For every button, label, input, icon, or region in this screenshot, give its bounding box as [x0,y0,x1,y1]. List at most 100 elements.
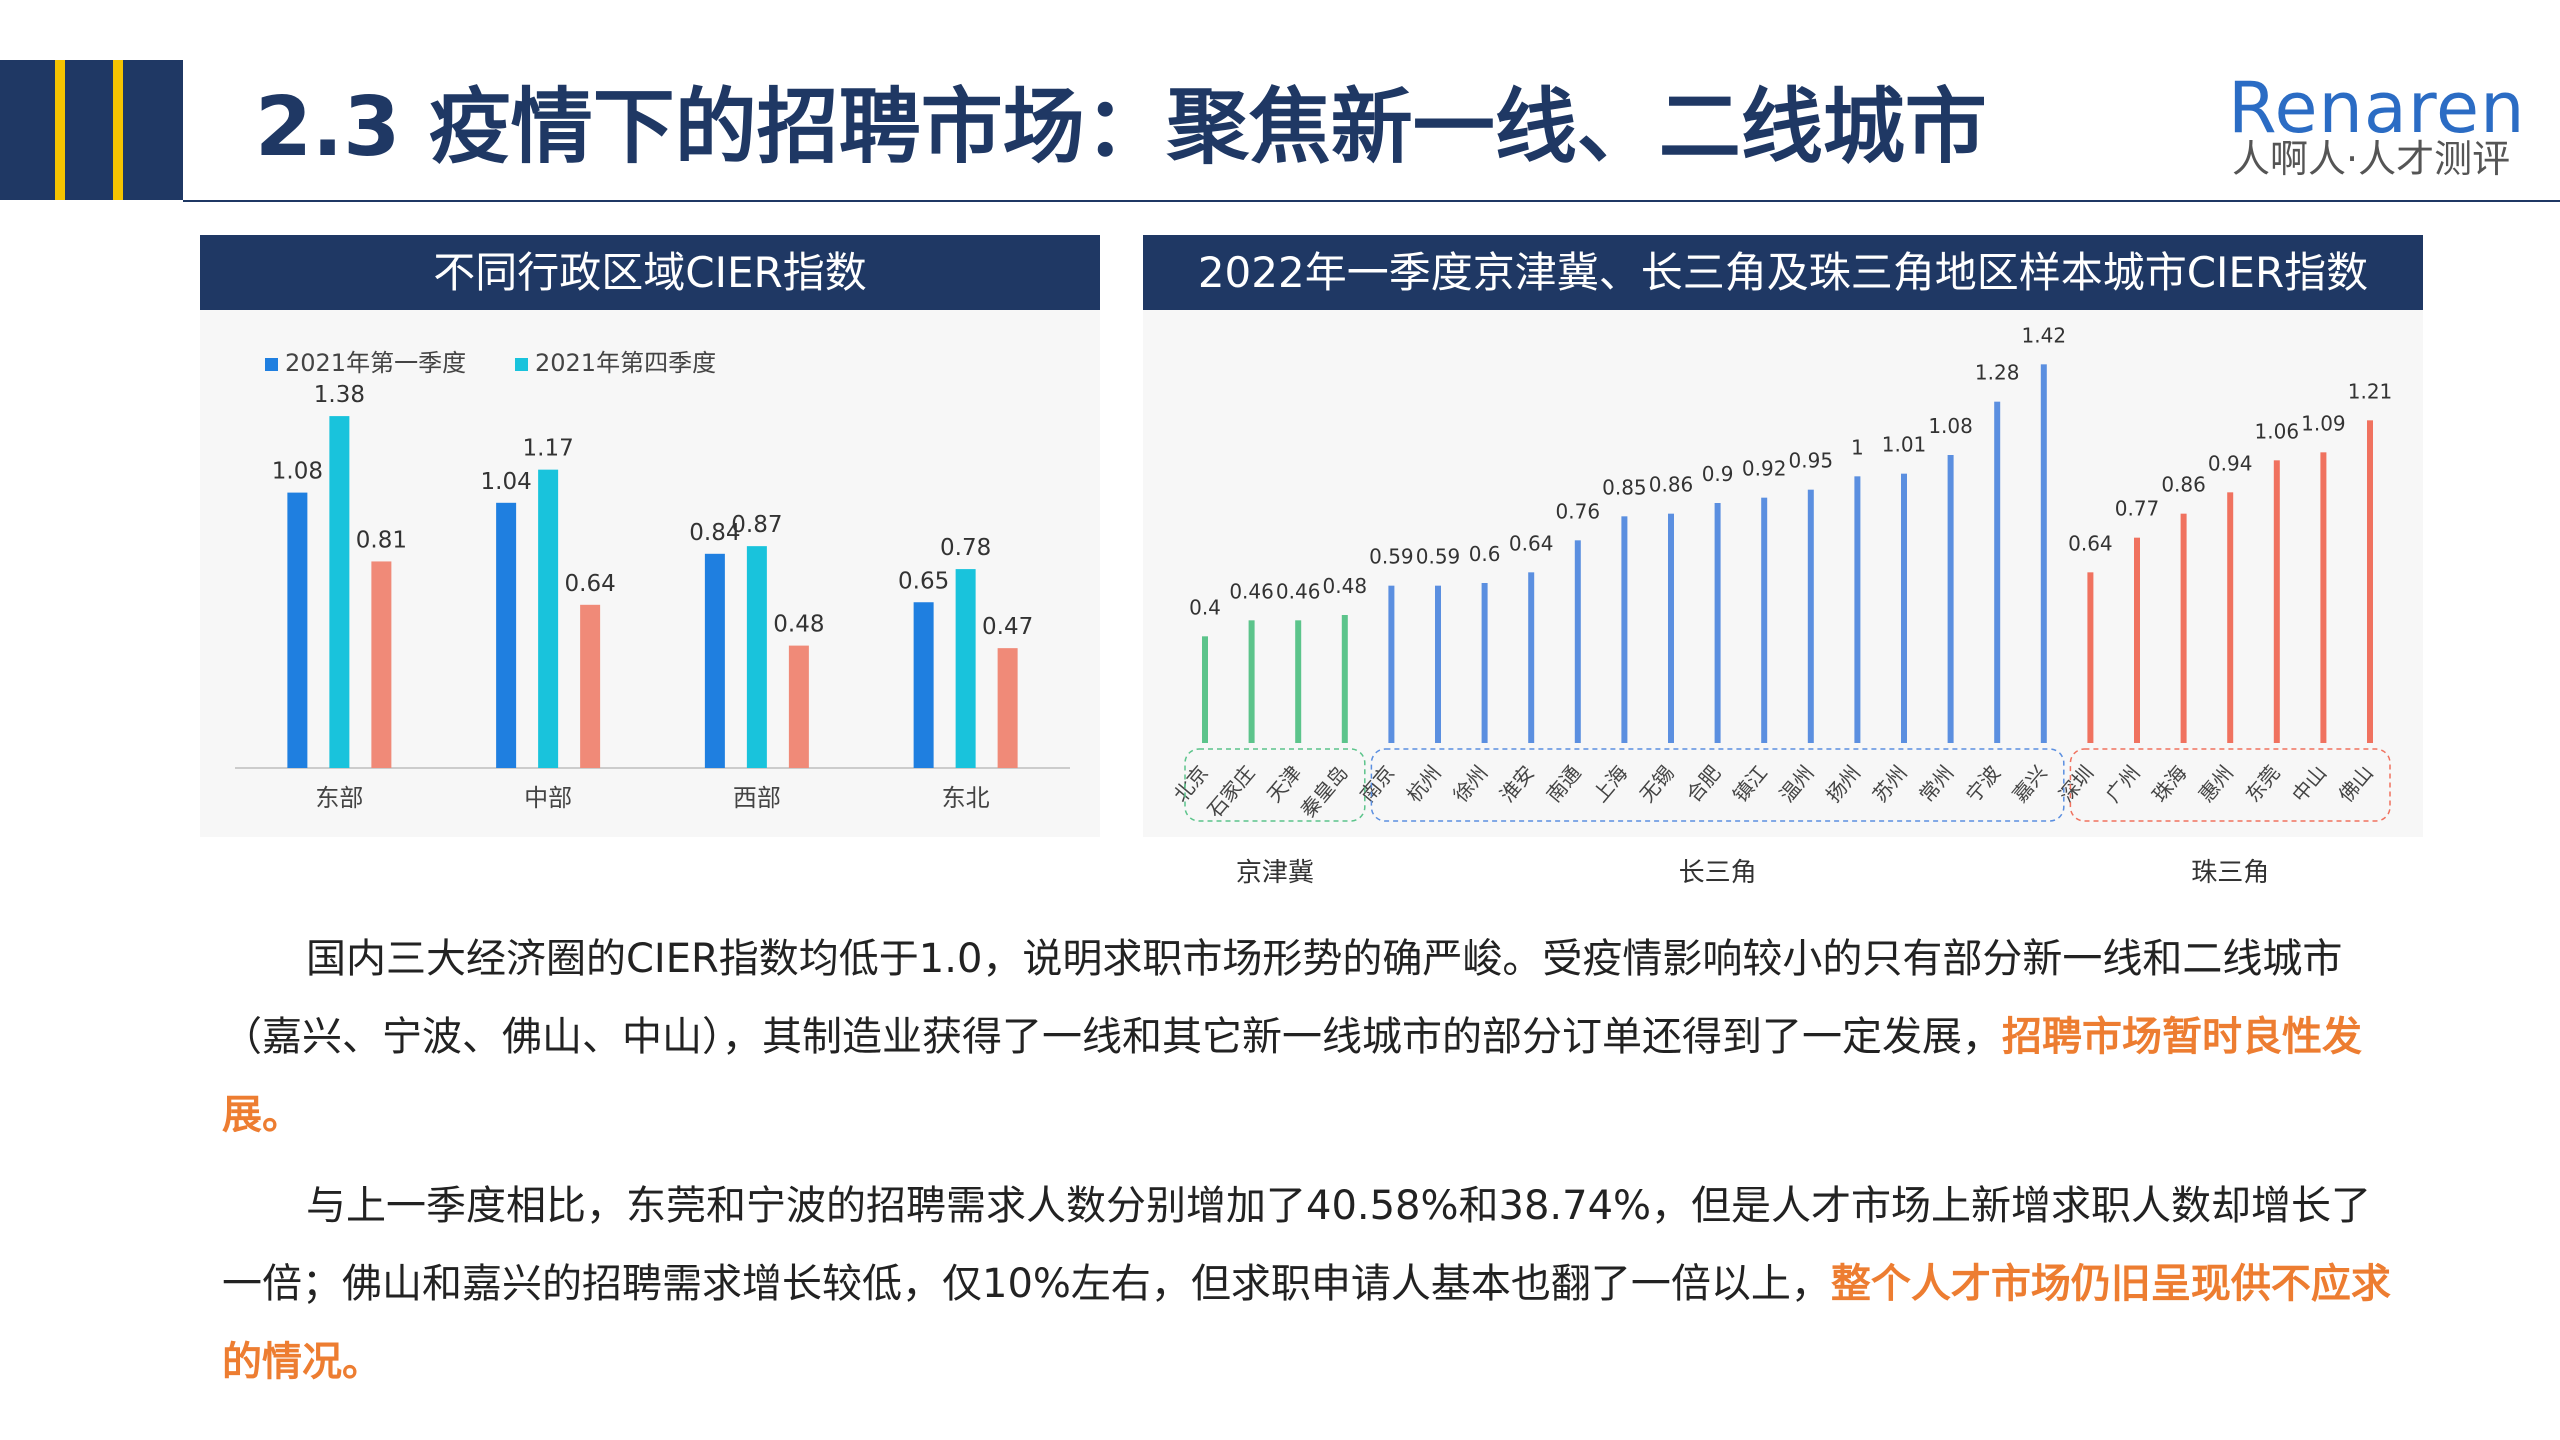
bar [1574,540,1581,743]
bar [2320,452,2327,743]
bar [2087,572,2094,743]
bar [1435,585,1441,743]
bar [1202,636,1208,743]
bar-value-label: 0.48 [773,612,824,638]
bar [1947,455,1954,743]
x-tick-label: 北京 [1169,761,1213,807]
x-tick-label: 石家庄 [1202,761,1259,822]
x-tick-label: 东北 [942,784,990,812]
legend-label: 2021年第四季度 [535,349,716,377]
paragraph-1-text: 国内三大经济圈的CIER指数均低于1.0，说明求职市场形势的确严峻。受疫情影响较… [222,936,2343,1060]
bar [1994,401,2001,743]
regional-chart: 2021年第一季度 2021年第四季度 1.08 1.38 0.81 东部 1.04 1.17… [235,349,1070,812]
yellow-stripe [113,60,123,200]
bar [1481,583,1488,743]
city-chart-panel [1143,235,2423,837]
bar-value-label: 0.59 [1369,545,1414,569]
bar [1295,620,1302,743]
x-tick-label: 无锡 [1635,761,1679,807]
bar-value-label: 0.65 [898,568,949,594]
bar-value-label: 1.28 [1975,361,2020,385]
bar [1248,620,1255,743]
bar [1761,497,1768,743]
bar [913,602,934,768]
bar-value-label: 1.08 [272,459,323,485]
group-bracket [1370,748,2065,822]
bar-value-label: 0.81 [356,527,407,553]
x-tick-label: 温州 [1775,761,1819,807]
bar [2273,460,2280,743]
bar [704,553,725,768]
bar [1714,503,1721,743]
x-tick-label: 东部 [315,784,363,812]
bar-value-label: 0.64 [2068,531,2113,555]
bar [2134,537,2140,743]
bar [496,502,517,768]
logo-subtitle: 人啊人·人才测评 [2232,137,2511,181]
bar-value-label: 1.01 [1882,433,1927,457]
bar-value-label: 0.86 [2161,473,2206,497]
bar [538,469,559,768]
bar [1621,516,1628,743]
bar-value-label: 0.76 [1556,499,1601,523]
x-tick-label: 珠海 [2147,761,2191,807]
paragraph-1-highlight: 招聘市场暂时良性发展。 [222,1014,2362,1138]
x-tick-label: 佛山 [2334,761,2378,807]
bar-value-label: 0.87 [731,512,782,538]
x-tick-label: 中部 [524,784,572,812]
x-tick-label: 常州 [1914,761,1958,807]
bar [2180,513,2187,743]
x-tick-label: 广州 [2101,761,2145,807]
bar-value-label: 0.92 [1742,457,1787,481]
bar-value-label: 1.38 [314,382,365,408]
x-tick-label: 南京 [1355,761,1399,807]
bar [1807,489,1814,743]
legend-swatch [515,358,528,371]
x-tick-label: 上海 [1588,761,1632,807]
x-tick-label: 西部 [733,784,781,812]
bar-value-label: 0.59 [1416,545,1461,569]
group-label: 珠三角 [2191,858,2269,888]
bar-value-label: 1.04 [481,469,532,495]
bar-value-label: 1.21 [2348,379,2393,403]
bar [1901,473,1907,743]
x-tick-label: 宁波 [1961,761,2005,807]
title-bar [183,60,2560,202]
paragraph-2-highlight: 整个人才市场仍旧呈现供不应求的情况。 [222,1261,2391,1385]
bar-value-label: 1.17 [523,436,574,462]
x-tick-label: 中山 [2287,761,2331,807]
bar-value-label: 0.84 [689,520,740,546]
bar [580,604,601,768]
bar [287,492,308,768]
bar-value-label: 0.48 [1323,574,1368,598]
bar [2227,492,2234,743]
bar [1341,615,1348,743]
bar-value-label: 0.77 [2115,497,2160,521]
logo-text: Renaren [2228,67,2526,149]
bar-value-label: 1 [1851,435,1864,459]
legend-label: 2021年第一季度 [285,349,466,377]
bar [746,546,767,768]
bar-value-label: 0.78 [940,535,991,561]
paragraph-2-text: 与上一季度相比，东莞和宁波的招聘需求人数分别增加了40.58%和38.74%，但… [222,1183,2372,1307]
group-label: 长三角 [1679,858,1757,888]
group-label: 京津冀 [1236,858,1314,888]
bar [371,561,392,768]
x-tick-label: 秦皇岛 [1296,761,1353,822]
x-tick-label: 天津 [1262,761,1306,807]
page-title: 2.3 疫情下的招聘市场：聚焦新一线、二线城市 [255,80,1987,175]
bar-value-label: 1.09 [2301,411,2346,435]
bar-value-label: 1.08 [1928,414,1973,438]
regional-chart-title: 不同行政区域CIER指数 [200,235,1100,310]
bar-value-label: 0.85 [1602,475,1647,499]
regional-chart-panel [200,235,1100,837]
x-tick-label: 合肥 [1681,761,1725,807]
paragraph-2: 与上一季度相比，东莞和宁波的招聘需求人数分别增加了40.58%和38.74%，但… [222,1167,2402,1401]
x-tick-label: 徐州 [1448,761,1492,807]
bar [1854,476,1861,743]
bar [2040,364,2047,743]
legend-swatch [265,358,278,371]
bar-value-label: 0.6 [1469,542,1501,566]
title-band-block [0,60,183,200]
bar-value-label: 1.42 [2022,323,2067,347]
